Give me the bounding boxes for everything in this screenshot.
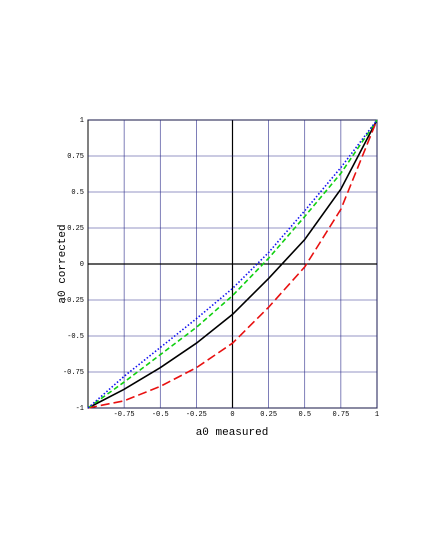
x-tick-label: 0 (230, 411, 234, 419)
series-line (87, 119, 378, 409)
y-tick-label: 1 (80, 117, 84, 125)
y-tick-label: -0.25 (63, 297, 84, 305)
x-tick-label: 0.5 (298, 411, 311, 419)
series-line (87, 119, 378, 409)
y-tick-label: 0.5 (71, 189, 84, 197)
y-tick-label: -0.75 (63, 369, 84, 377)
y-axis-title: a0 corrected (57, 224, 69, 303)
x-tick-label: -0.25 (186, 411, 207, 419)
series-line (87, 119, 378, 409)
x-tick-label: -0.5 (152, 411, 169, 419)
series-line (87, 119, 378, 409)
x-tick-label: 0.25 (260, 411, 277, 419)
x-tick-label: 1 (375, 411, 379, 419)
y-tick-label: -1 (76, 405, 84, 413)
y-tick-label: -0.5 (67, 333, 84, 341)
y-tick-label: 0 (80, 261, 84, 269)
x-tick-label: 0.75 (332, 411, 349, 419)
x-tick-label: -0.75 (114, 411, 135, 419)
y-tick-label: 0.25 (67, 225, 84, 233)
y-tick-label: 0.75 (67, 153, 84, 161)
x-axis-title: a0 measured (196, 427, 269, 439)
